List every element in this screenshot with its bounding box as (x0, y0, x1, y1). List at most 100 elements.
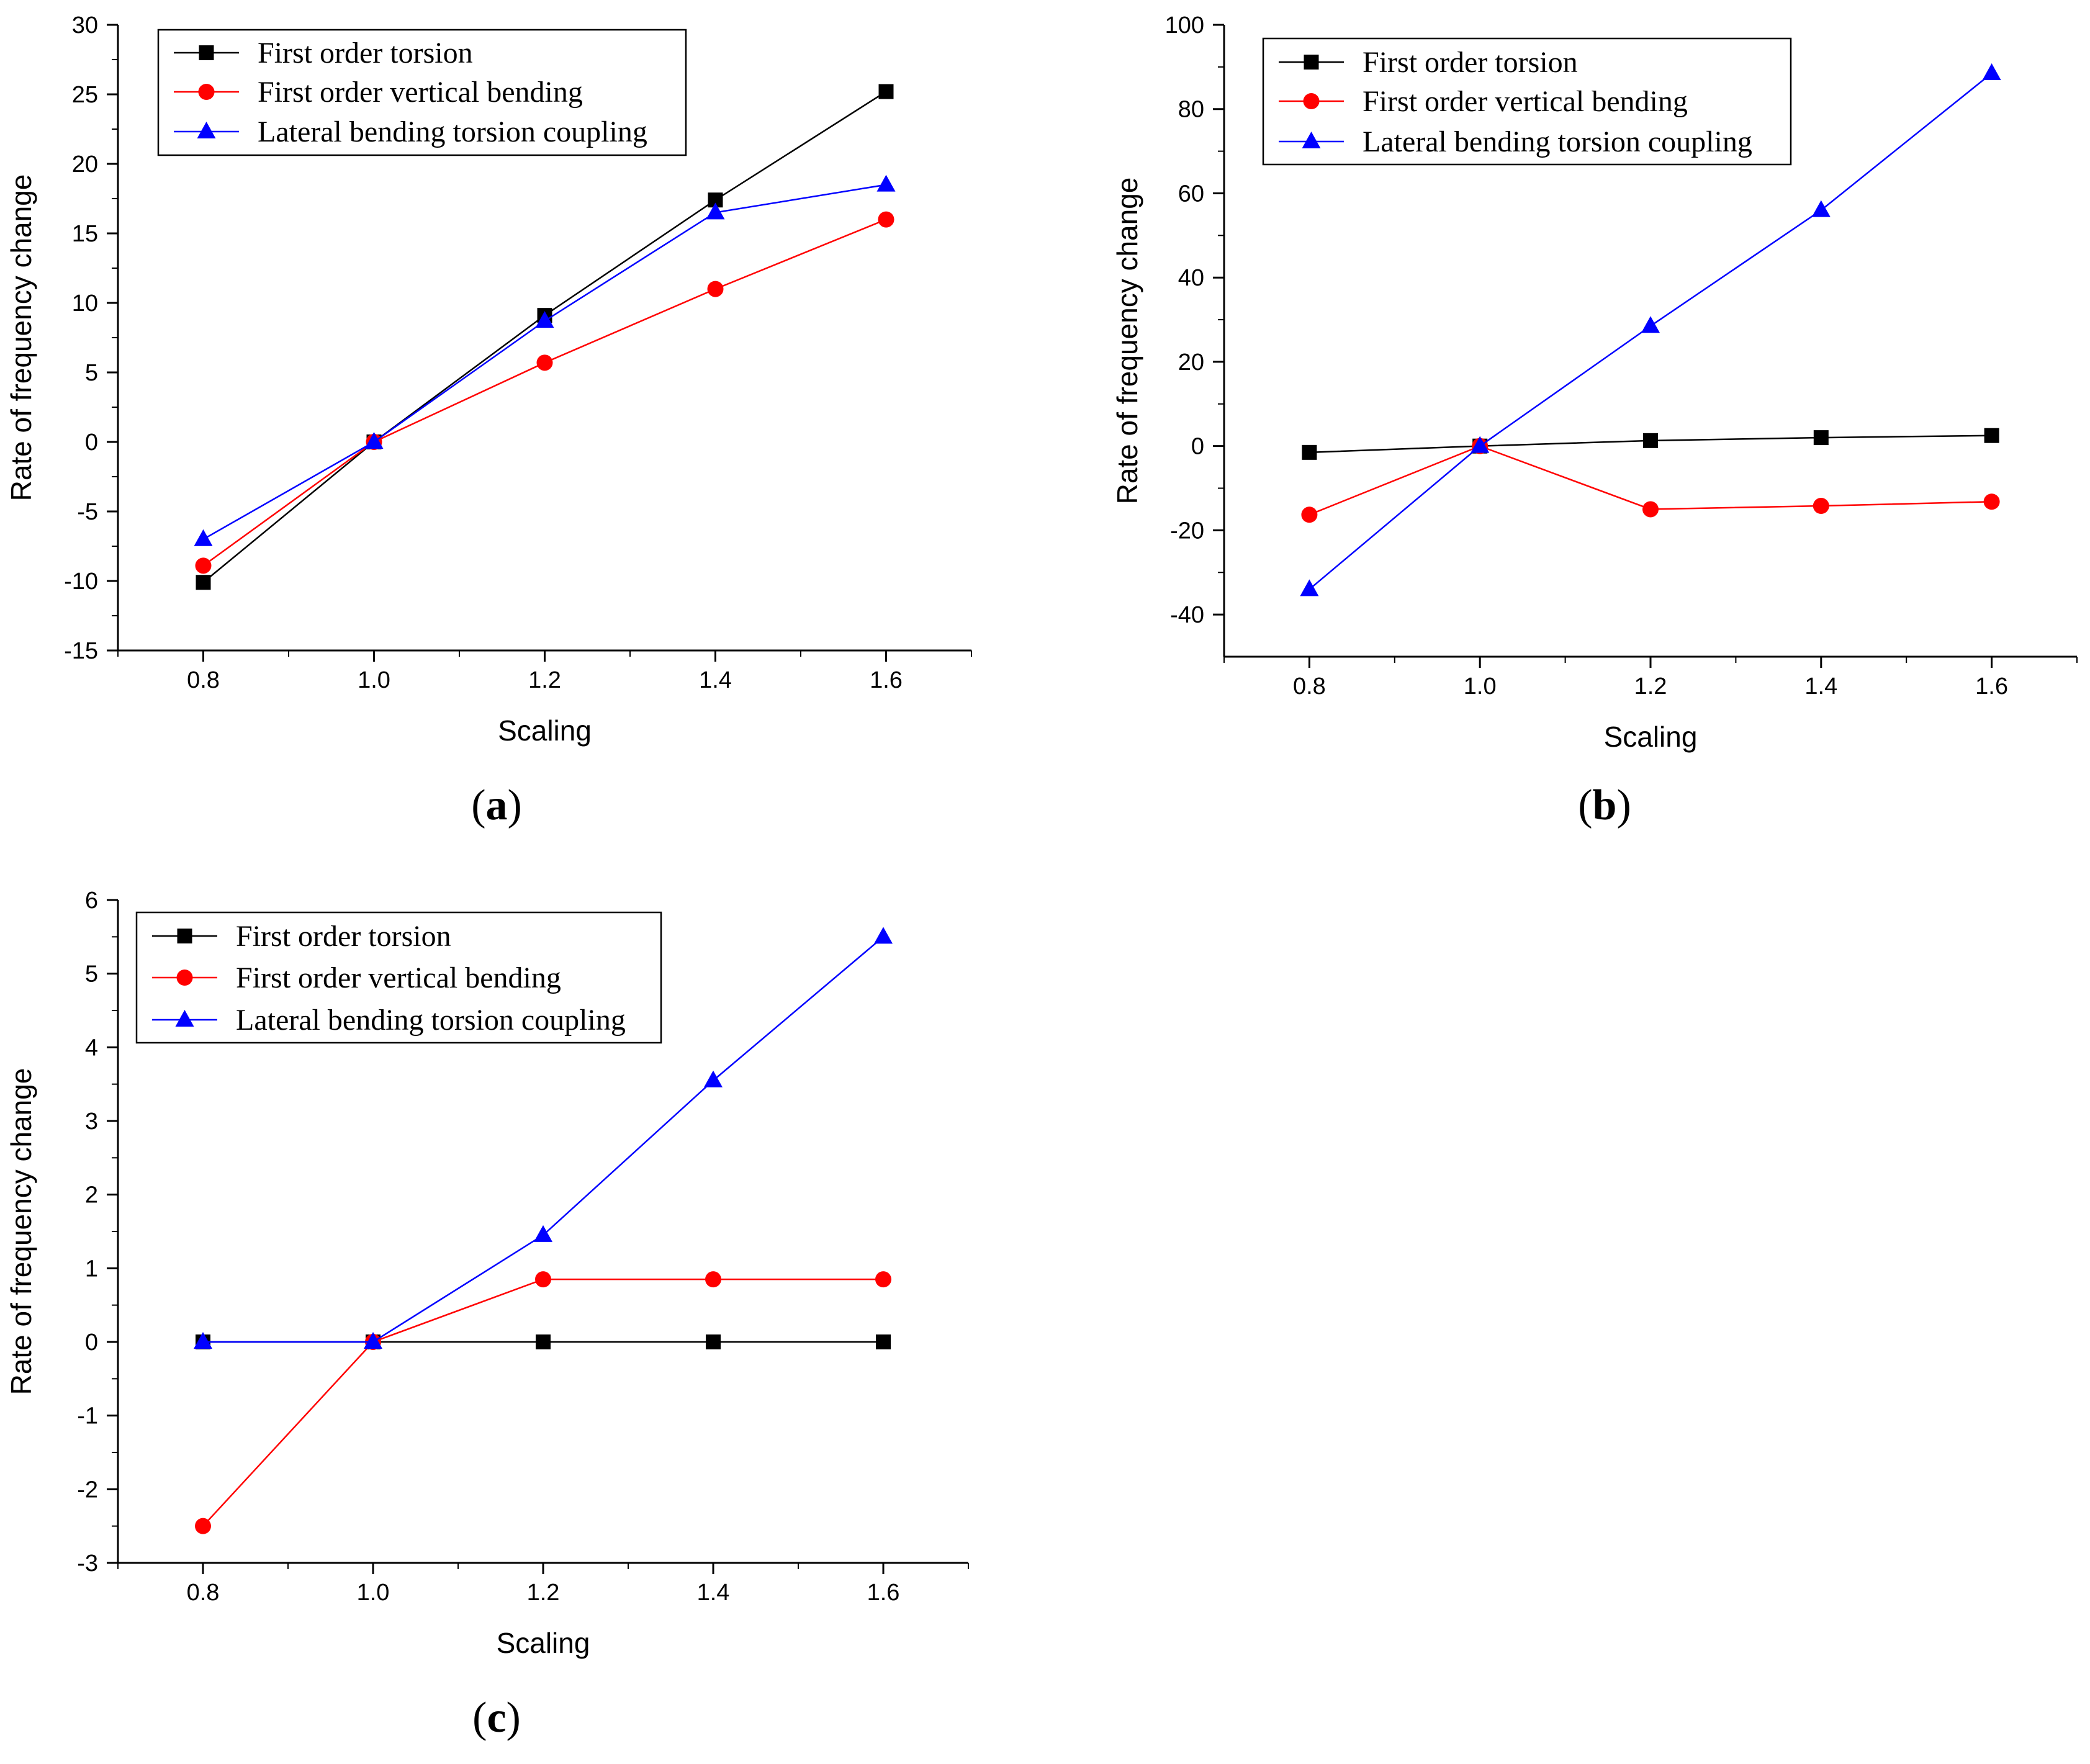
x-tick-label: 1.0 (357, 1580, 390, 1606)
data-point (876, 1334, 891, 1349)
chart-panel-a: -15 -10 -5 0 5 10 15 20 25 30 0.8 1.0 1.2 1.4 1.6 Scali… (5, 12, 972, 829)
x-tick-label: 0.8 (1293, 673, 1326, 700)
data-point (878, 84, 894, 99)
x-tick-label: 1.2 (1634, 673, 1667, 700)
y-tick-label: 25 (72, 82, 98, 108)
caption-open-paren: ( (472, 1694, 487, 1742)
legend-label-3: Lateral bending torsion coupling (1363, 125, 1752, 158)
data-point (535, 1271, 551, 1288)
y-tick-label: 5 (85, 961, 98, 988)
y-tick-label: 80 (1178, 97, 1204, 123)
data-point (194, 1332, 212, 1349)
data-point (1983, 493, 2000, 510)
caption-letter: b (1593, 781, 1617, 829)
data-point (1813, 430, 1829, 446)
chart-panel-c: -3 -2 -1 0 1 2 3 4 5 6 0.8 1.0 1.2 1.4 1.6 Scaling Rate … (5, 888, 969, 1742)
legend-label-2: First order vertical bending (236, 961, 561, 994)
data-point (195, 1518, 211, 1534)
data-point (875, 1271, 891, 1288)
legend-label-2: First order vertical bending (258, 76, 583, 109)
data-point (1982, 63, 2001, 81)
y-tick-label: 1 (85, 1256, 98, 1282)
x-tick-label: 1.4 (1804, 673, 1837, 700)
series-line-2 (202, 218, 886, 567)
data-point (1641, 316, 1660, 333)
y-tick-label: 0 (85, 430, 98, 456)
legend-box (1262, 37, 1792, 166)
data-point (536, 354, 553, 371)
x-tick-label: 1.0 (1464, 673, 1497, 700)
legend-marker-3 (1302, 132, 1321, 148)
caption-open-paren: ( (471, 781, 485, 829)
y-tick-label: 10 (72, 290, 98, 317)
y-tick-label: -1 (77, 1403, 98, 1429)
y-tick-label: -20 (1170, 518, 1204, 544)
panel-caption: (a) (471, 781, 522, 829)
legend-label-3: Lateral bending torsion coupling (258, 115, 647, 148)
legend-marker-1 (1304, 55, 1319, 70)
x-axis-title: Scaling (497, 1627, 590, 1659)
data-point (196, 575, 211, 590)
x-tick-label: 1.6 (1975, 673, 2008, 700)
y-tick-label: 6 (85, 888, 98, 914)
y-axis-title: Rate of frequency change (1111, 178, 1143, 505)
legend-label-2: First order vertical bending (1363, 85, 1688, 118)
caption-close-paren: ) (508, 781, 522, 829)
y-tick-label: 30 (72, 12, 98, 38)
legend-marker-3 (197, 122, 216, 138)
data-point (878, 211, 894, 228)
legend-marker-2 (176, 970, 193, 986)
x-tick-label: 1.4 (699, 667, 732, 693)
caption-close-paren: ) (1616, 781, 1631, 829)
panel-caption: (c) (472, 1694, 521, 1742)
caption-open-paren: ( (1578, 781, 1592, 829)
legend-marker-3 (175, 1010, 194, 1027)
data-point (1984, 428, 1999, 443)
y-axis-title: Rate of frequency change (5, 1068, 37, 1395)
data-point (1301, 506, 1318, 523)
y-tick-label: 5 (85, 360, 98, 386)
legend-box (157, 29, 687, 156)
data-point (705, 1271, 721, 1288)
data-point (707, 281, 724, 297)
data-point (195, 557, 212, 574)
data-point (704, 1070, 723, 1087)
y-tick-label: -5 (77, 499, 98, 525)
legend-marker-1 (177, 929, 192, 943)
y-tick-label: 0 (85, 1330, 98, 1356)
y-tick-label: 4 (85, 1035, 98, 1061)
legend: First order torsion First order vertical … (1262, 37, 1792, 166)
legend-marker-2 (198, 84, 215, 100)
y-tick-label: 40 (1178, 265, 1204, 291)
legend-box (135, 911, 662, 1044)
x-tick-label: 1.6 (867, 1580, 900, 1606)
data-point (364, 432, 384, 449)
y-tick-label: -40 (1170, 602, 1204, 628)
legend: First order torsion First order vertical … (157, 29, 687, 156)
x-tick-label: 0.8 (187, 1580, 220, 1606)
y-tick-label: -2 (77, 1477, 98, 1503)
data-point (1642, 501, 1659, 518)
y-tick-label: 3 (85, 1109, 98, 1135)
data-point (194, 529, 213, 546)
data-point (706, 1334, 721, 1349)
legend-label-3: Lateral bending torsion coupling (236, 1004, 626, 1037)
x-tick-label: 1.2 (527, 1580, 560, 1606)
legend-marker-2 (1303, 93, 1320, 109)
x-tick-label: 1.0 (358, 667, 390, 693)
panel-caption: (b) (1578, 781, 1631, 829)
data-point (1471, 436, 1490, 453)
x-tick-label: 1.4 (697, 1580, 730, 1606)
y-tick-label: 60 (1178, 181, 1204, 207)
caption-letter: c (487, 1694, 506, 1742)
x-tick-label: 1.2 (528, 667, 561, 693)
data-point (874, 927, 893, 944)
chart-panel-b: -40 -20 0 20 40 60 80 100 0.8 1.0 1.2 1.4 1.6 Scaling… (1111, 12, 2078, 829)
data-point (535, 311, 554, 328)
y-tick-label: 20 (1178, 349, 1204, 376)
y-tick-label: 2 (85, 1182, 98, 1208)
legend-label-1: First order torsion (236, 920, 451, 953)
caption-close-paren: ) (507, 1694, 521, 1742)
data-point (1813, 498, 1829, 515)
y-tick-label: 20 (72, 151, 98, 178)
